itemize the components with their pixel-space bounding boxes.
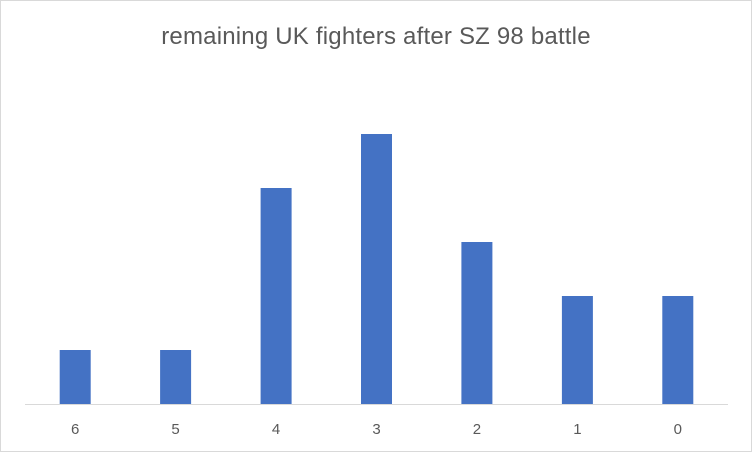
- bar-2: [461, 242, 493, 404]
- x-tick-label-1: 1: [573, 421, 581, 438]
- chart-title: remaining UK fighters after SZ 98 battle: [161, 23, 591, 50]
- bar-4: [260, 188, 292, 404]
- bar-1: [561, 296, 593, 404]
- bar-3: [361, 134, 392, 404]
- bar-6: [59, 350, 91, 404]
- bar-5: [160, 350, 192, 404]
- x-tick-labels: 6 5 4 3 2 1 0: [71, 421, 682, 438]
- bars: [59, 134, 694, 404]
- bar-0: [662, 296, 694, 404]
- x-tick-label-0: 0: [674, 421, 682, 438]
- x-tick-label-5: 5: [171, 421, 179, 438]
- x-tick-label-2: 2: [473, 421, 481, 438]
- x-tick-label-4: 4: [272, 421, 280, 438]
- x-tick-label-6: 6: [71, 421, 79, 438]
- x-tick-label-3: 3: [372, 421, 380, 438]
